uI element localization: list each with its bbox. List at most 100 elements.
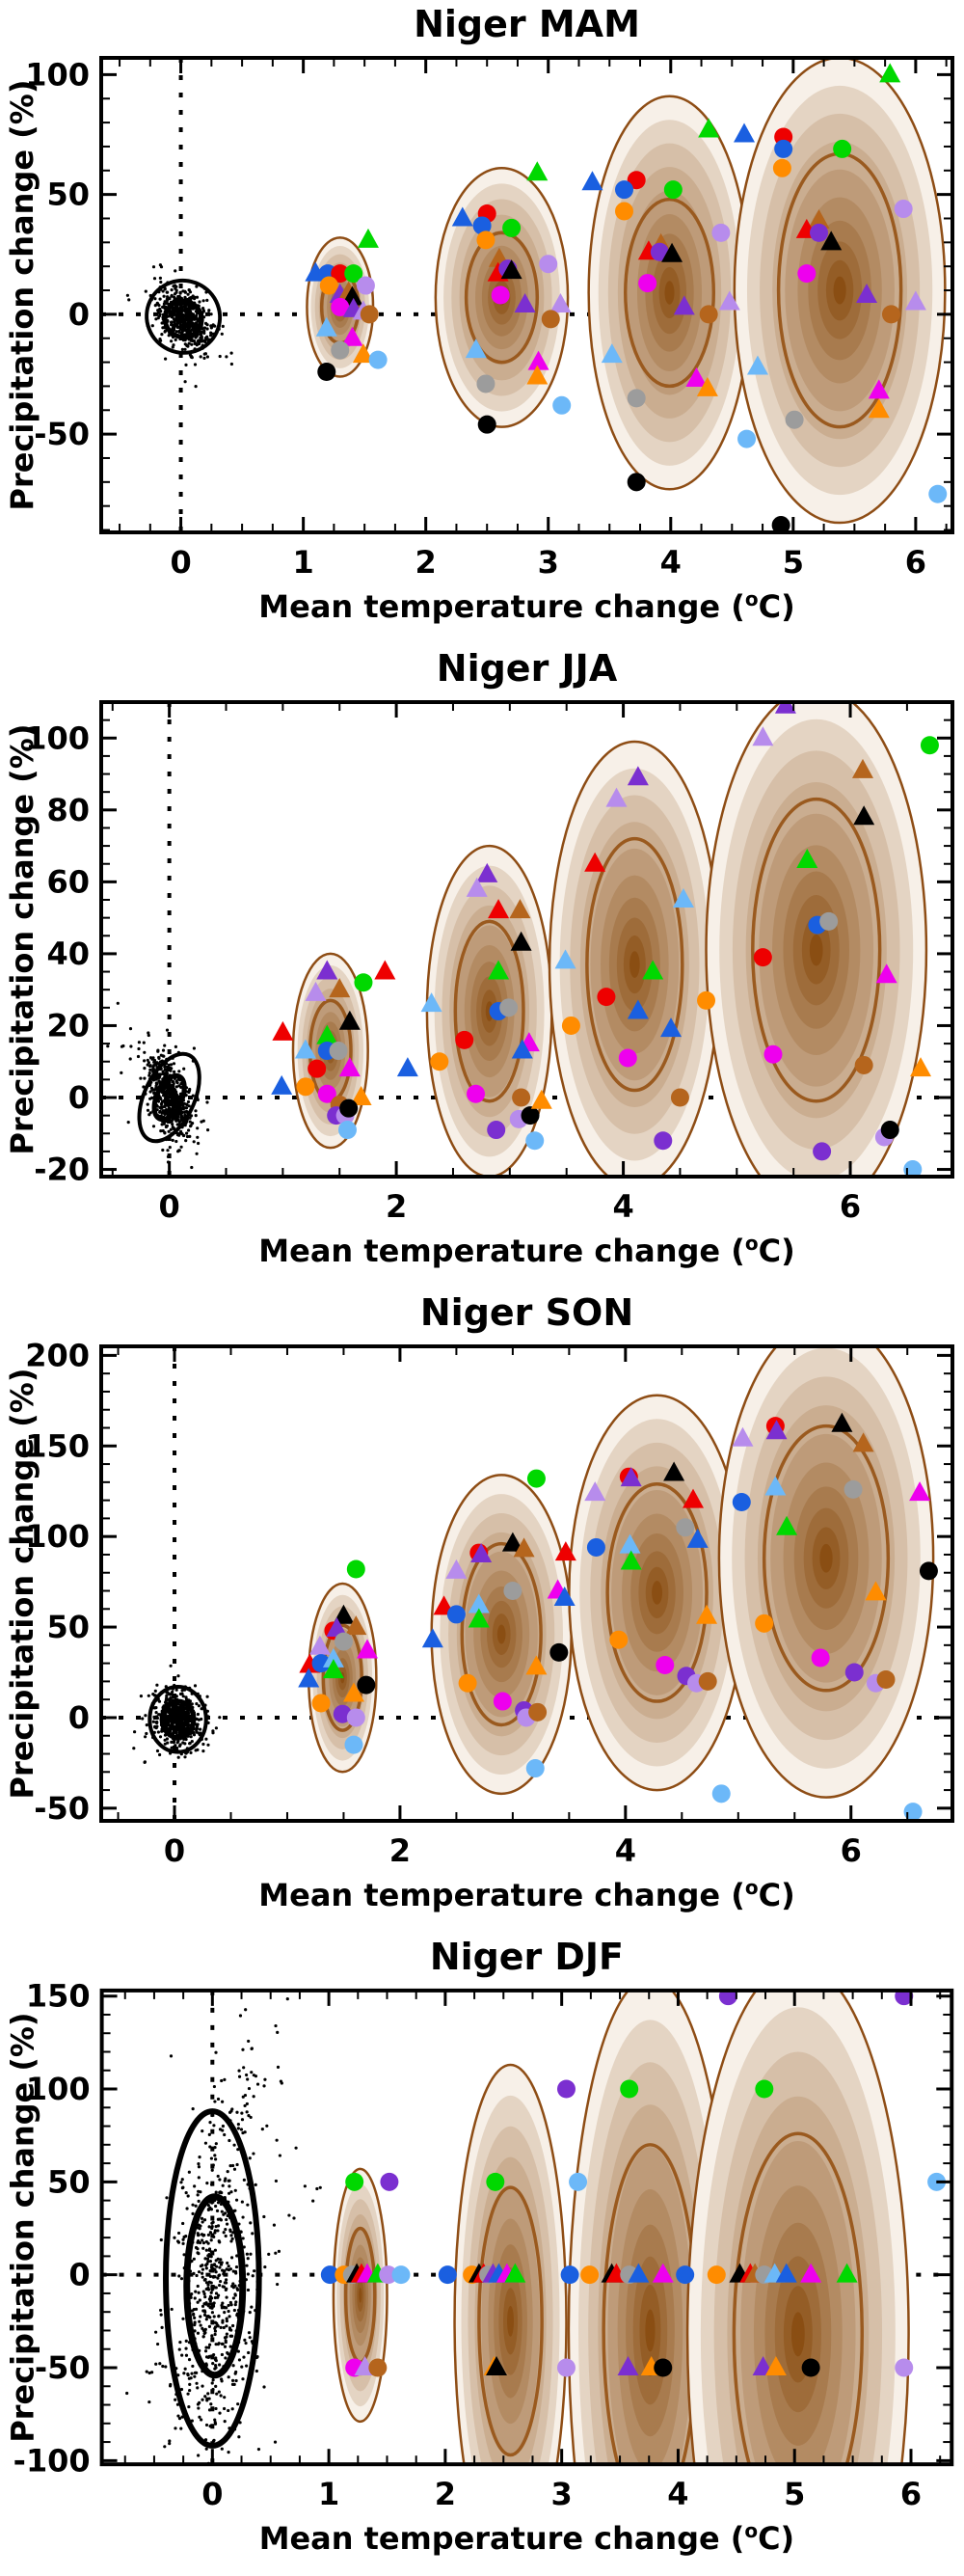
scatter-point-magenta-triangle <box>800 2263 822 2283</box>
obs-dot <box>177 330 181 334</box>
obs-dot <box>193 363 198 366</box>
obs-dot <box>201 2271 204 2275</box>
obs-dot <box>192 1733 197 1737</box>
obs-dot <box>244 2008 248 2012</box>
obs-dot <box>235 2110 239 2114</box>
obs-dot <box>211 2387 215 2392</box>
x-tick-label: 2 <box>389 1832 411 1869</box>
obs-dot <box>165 1720 169 1724</box>
obs-dot <box>223 2311 227 2315</box>
model-points <box>305 63 948 532</box>
obs-dot <box>174 330 178 334</box>
obs-dot <box>165 1084 169 1088</box>
scatter-point-red-triangle <box>683 1488 705 1508</box>
obs-dot <box>201 2290 205 2293</box>
obs-dot <box>189 323 193 327</box>
obs-dot <box>210 2311 215 2315</box>
uncertainty-ellipse-outline <box>685 1990 910 2465</box>
obs-dot <box>197 2270 201 2274</box>
obs-dot <box>234 2271 238 2275</box>
scatter-point-purple-triangle <box>856 284 878 303</box>
obs-dot <box>208 2425 212 2428</box>
scatter-point-black-triangle <box>341 285 363 306</box>
obs-dot <box>197 2406 201 2410</box>
x-tick-label: 0 <box>170 544 191 581</box>
axes <box>99 1344 954 1823</box>
scatter-point-skyblue-triangle <box>672 888 694 908</box>
obs-dot <box>169 1693 173 1696</box>
obs-dot <box>214 2204 218 2209</box>
scatter-point-black-triangle <box>831 1412 853 1432</box>
obs-dot <box>210 2221 214 2225</box>
x-tick-label: 2 <box>435 2476 456 2512</box>
scatter-point-skyblue-circle <box>569 2172 588 2191</box>
obs-dot <box>205 1100 209 1104</box>
scatter-point-magenta-triangle <box>338 1057 361 1077</box>
obs-dot <box>187 1714 191 1718</box>
scatter-point-purple-triangle <box>620 1467 642 1487</box>
obs-dot <box>227 2375 230 2379</box>
obs-dot <box>160 321 164 325</box>
obs-dot <box>128 1057 132 1061</box>
scatter-point-red-circle <box>331 264 350 284</box>
scatter-point-green-triangle <box>468 1608 490 1628</box>
obs-dot <box>184 2353 189 2357</box>
scatter-point-orange-circle <box>755 1613 774 1633</box>
obs-dot <box>248 2311 252 2315</box>
obs-dot <box>188 296 192 300</box>
obs-dot <box>219 2394 223 2398</box>
x-tick-label: 2 <box>415 544 437 581</box>
obs-dot <box>163 1087 167 1091</box>
obs-dot <box>192 2271 196 2275</box>
obs-dot <box>214 2291 219 2295</box>
obs-dot <box>146 1108 150 1112</box>
obs-dot <box>159 2313 163 2317</box>
obs-dot <box>151 1125 156 1128</box>
scatter-point-black-triangle <box>500 259 522 280</box>
obs-dot <box>223 2306 227 2310</box>
obs-dot <box>216 2174 220 2179</box>
obs-dot <box>236 2402 240 2406</box>
obs-dot <box>219 2263 224 2266</box>
obs-dot <box>207 2408 212 2412</box>
obs-dot <box>162 302 166 306</box>
obs-dot <box>194 1109 198 1113</box>
obs-dot <box>196 1712 200 1717</box>
obs-dot <box>176 314 180 318</box>
obs-dot <box>170 288 174 292</box>
obs-dot <box>142 1041 146 1044</box>
obs-dot <box>160 1101 164 1105</box>
model-points <box>298 1412 938 1821</box>
scatter-point-gray-circle <box>503 1582 522 1601</box>
obs-dot <box>200 2418 203 2422</box>
x-tick-label: 4 <box>615 1832 636 1869</box>
obs-dot <box>210 2201 214 2205</box>
obs-dot <box>213 2418 217 2422</box>
obs-dot <box>145 1723 148 1727</box>
scatter-point-green-triangle <box>620 1550 642 1570</box>
scatter-point-green-circle <box>486 2172 505 2191</box>
obs-dot <box>193 1684 198 1688</box>
obs-dot <box>232 2143 236 2147</box>
scatter-point-orange-triangle <box>868 398 890 419</box>
panel-title: Niger JJA <box>437 647 618 690</box>
obs-dot <box>188 2382 192 2386</box>
obs-dot <box>181 2317 185 2320</box>
obs-dot <box>205 327 209 331</box>
obs-dot <box>234 2378 238 2383</box>
obs-dot <box>186 1099 191 1104</box>
y-tick-label: 40 <box>46 935 90 972</box>
scatter-point-skyblue-triangle <box>322 1647 344 1668</box>
uncertainty-ellipse-outline <box>291 952 369 1150</box>
obs-dot <box>147 2371 151 2375</box>
obs-dot <box>241 2377 245 2381</box>
obs-dot <box>127 298 131 302</box>
obs-dot <box>214 2142 218 2146</box>
scatter-point-green-triangle <box>322 1659 344 1679</box>
obs-dot <box>255 2082 260 2086</box>
obs-dot <box>178 2340 182 2345</box>
obs-dot <box>161 1054 165 1058</box>
obs-dot <box>241 2237 245 2240</box>
obs-dot <box>167 1697 171 1701</box>
obs-dot <box>237 2069 241 2073</box>
